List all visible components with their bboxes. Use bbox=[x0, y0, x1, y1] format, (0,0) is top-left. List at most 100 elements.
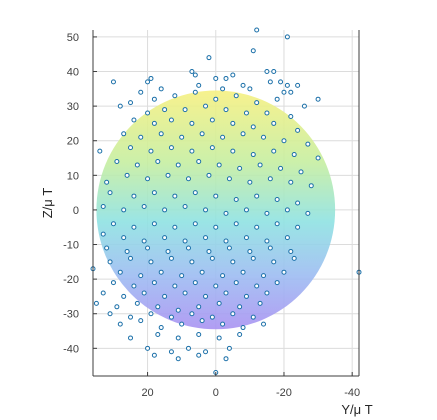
data-point bbox=[261, 134, 267, 140]
data-point bbox=[107, 190, 113, 196]
data-point bbox=[247, 179, 253, 185]
data-point bbox=[254, 27, 260, 33]
data-point bbox=[114, 304, 120, 310]
background-sphere bbox=[96, 90, 336, 330]
data-point bbox=[172, 224, 178, 230]
data-point bbox=[158, 86, 164, 92]
data-point bbox=[189, 259, 195, 265]
y-tick-label: 30 bbox=[67, 101, 79, 113]
data-point bbox=[107, 311, 113, 317]
data-point bbox=[151, 352, 157, 358]
data-point bbox=[179, 321, 185, 327]
data-point bbox=[226, 245, 232, 251]
y-tick-label: 40 bbox=[67, 67, 79, 79]
data-point bbox=[254, 100, 260, 106]
data-point bbox=[261, 273, 267, 279]
data-point bbox=[257, 300, 263, 306]
data-point bbox=[220, 273, 226, 279]
data-point bbox=[226, 345, 232, 351]
data-point bbox=[104, 245, 110, 251]
data-point bbox=[301, 103, 307, 109]
data-point bbox=[117, 321, 123, 327]
data-point bbox=[128, 255, 134, 261]
data-point bbox=[206, 55, 212, 61]
data-point bbox=[189, 69, 195, 75]
data-point bbox=[121, 293, 127, 299]
data-point bbox=[93, 300, 99, 306]
data-point bbox=[230, 148, 236, 154]
data-point bbox=[233, 93, 239, 99]
data-point bbox=[121, 207, 127, 213]
data-point bbox=[274, 280, 280, 286]
data-point bbox=[247, 86, 253, 92]
data-point bbox=[145, 110, 151, 116]
data-point bbox=[155, 331, 161, 337]
data-point bbox=[247, 248, 253, 254]
data-point bbox=[145, 245, 151, 251]
data-point bbox=[240, 131, 246, 137]
data-point bbox=[284, 207, 290, 213]
data-point bbox=[196, 352, 202, 358]
data-point bbox=[117, 269, 123, 275]
data-points bbox=[90, 27, 362, 376]
data-point bbox=[213, 224, 219, 230]
data-point bbox=[196, 304, 202, 310]
data-point bbox=[271, 120, 277, 126]
data-point bbox=[254, 193, 260, 199]
data-point bbox=[162, 107, 168, 113]
data-point bbox=[110, 221, 116, 227]
data-point bbox=[254, 224, 260, 230]
data-point bbox=[138, 89, 144, 95]
data-point bbox=[243, 110, 249, 116]
data-point bbox=[151, 221, 157, 227]
x-tick-label: 0 bbox=[213, 387, 219, 399]
data-point bbox=[185, 345, 191, 351]
data-point bbox=[182, 290, 188, 296]
data-point bbox=[213, 75, 219, 81]
data-point bbox=[131, 117, 137, 123]
data-point bbox=[203, 207, 209, 213]
data-point bbox=[291, 152, 297, 158]
data-point bbox=[110, 79, 116, 85]
data-point bbox=[162, 207, 168, 213]
data-point bbox=[141, 238, 147, 244]
data-point bbox=[298, 169, 304, 175]
data-point bbox=[189, 148, 195, 154]
data-point bbox=[124, 248, 130, 254]
data-point bbox=[250, 314, 256, 320]
data-point bbox=[104, 179, 110, 185]
y-tick-label: 10 bbox=[67, 170, 79, 182]
data-point bbox=[121, 131, 127, 137]
data-point bbox=[209, 314, 215, 320]
data-point bbox=[134, 300, 140, 306]
data-point bbox=[196, 158, 202, 164]
data-point bbox=[240, 269, 246, 275]
data-point bbox=[213, 283, 219, 289]
data-point bbox=[199, 131, 205, 137]
data-point bbox=[315, 155, 321, 161]
data-point bbox=[223, 290, 229, 296]
data-point bbox=[295, 82, 301, 88]
data-point bbox=[175, 356, 181, 362]
data-point bbox=[199, 269, 205, 275]
data-point bbox=[271, 69, 277, 75]
data-point bbox=[196, 331, 202, 337]
data-point bbox=[114, 158, 120, 164]
data-point bbox=[155, 304, 161, 310]
data-point bbox=[100, 203, 106, 209]
data-point bbox=[237, 331, 243, 337]
data-point bbox=[305, 141, 311, 147]
data-point bbox=[223, 356, 229, 362]
data-point bbox=[128, 100, 134, 106]
data-point bbox=[295, 200, 301, 206]
x-tick-label: -20 bbox=[276, 387, 292, 399]
data-point bbox=[131, 193, 137, 199]
data-point bbox=[124, 172, 130, 178]
data-point bbox=[158, 325, 164, 331]
data-point bbox=[267, 79, 273, 85]
data-point bbox=[199, 318, 205, 324]
data-point bbox=[315, 96, 321, 102]
data-point bbox=[148, 148, 154, 154]
data-point bbox=[288, 89, 294, 95]
data-point bbox=[128, 145, 134, 151]
